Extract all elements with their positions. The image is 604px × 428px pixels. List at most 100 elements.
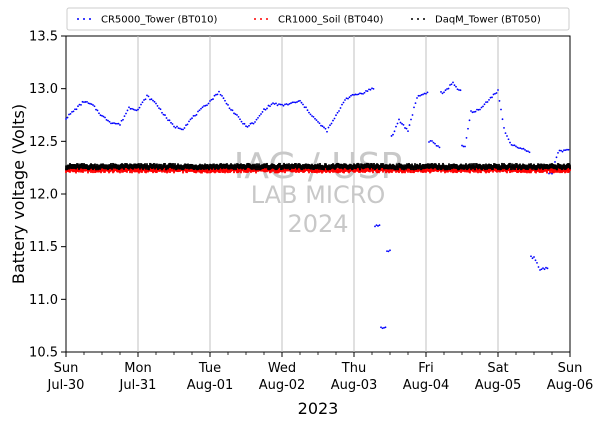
data-point — [391, 164, 393, 170]
data-point — [144, 163, 146, 169]
data-point — [277, 168, 279, 174]
data-point — [81, 167, 83, 173]
data-point — [295, 168, 297, 173]
data-point — [161, 165, 163, 171]
data-point — [402, 168, 404, 174]
data-point — [536, 164, 538, 170]
data-point — [444, 168, 446, 174]
data-point — [336, 111, 339, 114]
legend-label: CR5000_Tower (BT010) — [101, 15, 217, 26]
data-point — [239, 164, 241, 169]
data-point — [369, 167, 371, 173]
data-point — [495, 92, 498, 94]
data-point — [377, 168, 379, 173]
data-point — [499, 165, 501, 171]
data-point — [243, 122, 246, 125]
data-point — [393, 130, 396, 133]
data-point — [200, 168, 202, 174]
data-point — [459, 164, 461, 170]
data-point — [196, 165, 198, 171]
data-point — [312, 165, 314, 170]
data-point — [93, 164, 95, 169]
data-point — [485, 163, 487, 169]
data-point — [298, 168, 300, 173]
data-point — [373, 166, 375, 171]
data-point — [375, 164, 377, 170]
data-point — [411, 166, 413, 171]
data-point — [358, 168, 360, 173]
data-point — [174, 163, 176, 168]
data-point — [544, 164, 546, 170]
data-point — [334, 164, 336, 170]
data-point — [326, 167, 328, 173]
data-point — [144, 98, 147, 101]
data-point — [419, 163, 421, 168]
data-point — [508, 163, 510, 168]
data-point — [192, 167, 194, 172]
y-axis-title: Battery voltage (Volts) — [9, 104, 28, 284]
data-point — [220, 163, 222, 168]
data-point — [307, 166, 309, 172]
data-point — [141, 163, 143, 169]
data-point — [102, 115, 105, 118]
data-point — [350, 164, 352, 169]
data-point — [80, 103, 82, 106]
data-point — [429, 163, 431, 169]
data-point — [200, 165, 202, 170]
data-point — [329, 165, 331, 170]
data-point — [281, 167, 283, 173]
y-tick-label: 12.0 — [29, 188, 58, 203]
data-point — [474, 110, 477, 113]
data-point — [534, 259, 537, 262]
legend-marker — [89, 18, 91, 20]
data-point — [539, 164, 541, 170]
data-point — [177, 167, 179, 173]
data-point — [335, 114, 337, 117]
data-point — [421, 167, 423, 173]
data-point — [567, 148, 570, 151]
data-point — [172, 163, 174, 168]
data-point — [332, 167, 334, 173]
data-point — [398, 118, 400, 121]
data-point — [550, 163, 552, 169]
data-point — [77, 167, 79, 172]
data-point — [113, 167, 115, 173]
data-point — [158, 163, 160, 169]
data-point — [361, 163, 363, 169]
data-point — [311, 115, 313, 117]
data-point — [86, 100, 88, 103]
y-axis: 10.5 11.0 11.5 12.0 12.5 13.0 13.5 — [29, 30, 66, 361]
data-point — [479, 168, 481, 173]
data-point — [386, 167, 388, 173]
data-point — [518, 164, 520, 170]
data-point — [221, 164, 223, 170]
data-point — [214, 168, 216, 174]
data-point — [493, 166, 495, 172]
data-point — [175, 165, 177, 171]
data-point — [417, 164, 419, 170]
data-point — [70, 164, 72, 169]
data-point — [282, 104, 285, 107]
data-point — [201, 168, 203, 174]
legend-marker — [417, 18, 419, 20]
data-point — [515, 145, 517, 148]
data-point — [408, 162, 410, 168]
data-point — [342, 101, 345, 104]
data-point — [78, 165, 80, 170]
data-point — [206, 104, 208, 106]
data-point — [78, 103, 81, 106]
data-point — [168, 119, 171, 122]
data-point — [457, 165, 459, 171]
data-point — [546, 168, 548, 174]
data-point — [350, 94, 352, 97]
data-point — [146, 94, 148, 97]
data-point — [395, 165, 397, 171]
data-point — [95, 165, 97, 171]
data-point — [471, 163, 473, 169]
data-point — [414, 166, 416, 172]
data-point — [252, 163, 254, 169]
legend-marker — [423, 18, 425, 20]
data-point — [548, 164, 550, 170]
data-point — [438, 163, 440, 168]
